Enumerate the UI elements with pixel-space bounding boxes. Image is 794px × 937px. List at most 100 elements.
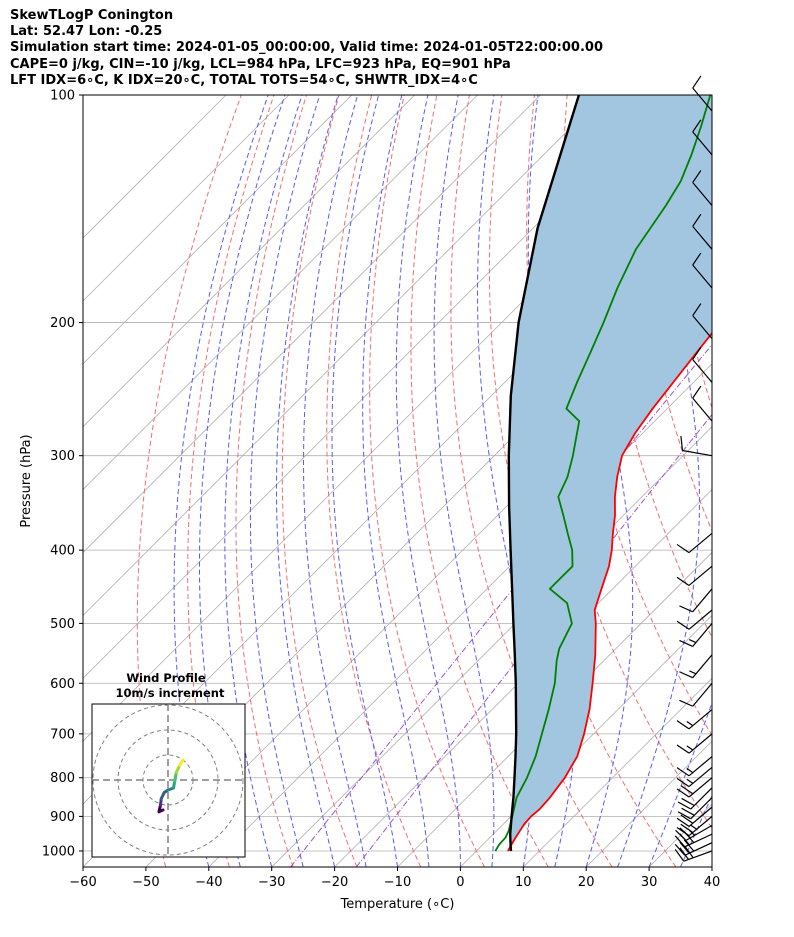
wind-barb-flag [676, 767, 690, 777]
isotherm-line [523, 677, 712, 867]
wind-profile-subtitle: 10m/s increment [116, 686, 225, 700]
wind-barb [680, 435, 713, 457]
wind-barb-flag [676, 788, 690, 798]
moist-adiabat [249, 95, 321, 867]
wind-barb [692, 347, 713, 383]
isotherm-line [83, 95, 415, 428]
isotherm-line [83, 95, 478, 491]
wind-barb [677, 787, 713, 810]
wind-barb [676, 806, 713, 827]
isotherm-line [83, 95, 227, 239]
title-line-station: SkewTLogP Conington [10, 8, 174, 23]
wind-barb-flag [675, 829, 687, 841]
wind-barb-shaft [692, 682, 713, 707]
wind-barb-shaft [692, 397, 713, 422]
wind-barb [676, 766, 713, 788]
dewpoint-line [494, 95, 712, 852]
dry-adiabat [730, 95, 794, 867]
wind-barb-flag [676, 744, 690, 754]
wind-profile-title: Wind Profile [126, 671, 206, 685]
y-tick-label: 800 [50, 771, 75, 786]
y-tick-label: 300 [50, 449, 75, 464]
dry-adiabat [281, 95, 358, 867]
wind-barb [676, 709, 713, 730]
isotherm-line [334, 489, 712, 867]
y-tick-label: 500 [50, 617, 75, 632]
wind-barb [679, 588, 713, 613]
wind-barb [676, 609, 713, 630]
isotherm-line [271, 426, 712, 867]
wind-barb-flag [679, 605, 693, 613]
wind-barb-flag [676, 620, 690, 630]
isotherm-line [83, 95, 604, 616]
x-tick-label: 40 [704, 875, 721, 890]
moist-adiabat [173, 95, 269, 867]
wind-barb-shaft [692, 315, 713, 339]
wind-barb [692, 213, 713, 250]
cin-shading [507, 95, 712, 851]
wind-barb-shaft [692, 182, 713, 206]
isotherm-line [83, 95, 667, 679]
wind-barb [692, 119, 713, 156]
moist-adiabat [648, 701, 712, 867]
moist-adiabat [303, 95, 367, 867]
wind-barb-halfflag [686, 778, 694, 784]
cin-shaded-area [507, 95, 712, 851]
isotherm-line [711, 866, 712, 867]
wind-barb-shaft [690, 797, 713, 820]
wind-barb-halfflag [686, 745, 694, 751]
wind-barb-flag [692, 170, 702, 183]
wind-barb-flag [680, 785, 694, 795]
moist-adiabat [711, 865, 712, 867]
title-line-indices: LFT IDX=6∘C, K IDX=20∘C, TOTAL TOTS=54∘C… [10, 72, 478, 88]
temperature-line [507, 331, 712, 852]
wind-barb-flag [676, 720, 690, 730]
mixing-ratio-line [290, 343, 712, 867]
dry-adiabat [235, 95, 307, 867]
chart-title: SkewTLogP Conington Lat: 52.47 Lon: -0.2… [10, 8, 603, 89]
wind-barb-flag [680, 823, 694, 833]
isotherm-line [83, 95, 353, 365]
y-tick-label: 200 [50, 316, 75, 331]
wind-barb-flag [679, 847, 689, 860]
y-tick-label: 400 [50, 544, 75, 559]
wind-barbs [674, 75, 713, 862]
x-tick-label: 20 [578, 875, 595, 890]
title-line-times: Simulation start time: 2024-01-05_00:00:… [10, 40, 603, 56]
moist-adiabat [617, 95, 701, 867]
wind-barb-halfflag [689, 670, 697, 675]
wind-barb-flag [674, 835, 686, 848]
wind-barb [676, 565, 713, 586]
x-tick-label: −30 [258, 875, 285, 890]
wind-barb-flag [677, 811, 692, 820]
isotherm-line [83, 95, 290, 302]
wind-barb-flag [677, 801, 692, 810]
wind-barb [692, 75, 713, 112]
wind-barb-flag [692, 252, 702, 266]
wind-barb-flag [681, 807, 695, 816]
wind-barb [676, 532, 713, 554]
wind-barb-shaft [692, 87, 713, 112]
dry-adiabat [369, 95, 485, 867]
wind-profile-inset: Wind Profile 10m/s increment [91, 671, 246, 858]
wind-barb-shaft [688, 565, 713, 586]
wind-barb-halfflag [686, 768, 694, 774]
x-tick-label: −60 [69, 875, 96, 890]
wind-barb-flag [674, 843, 686, 856]
wind-barb-shaft [692, 131, 713, 156]
moist-adiabat [477, 95, 533, 867]
wind-barb-flag [692, 385, 702, 399]
y-tick-label: 600 [50, 677, 75, 692]
wind-barb-flag [680, 435, 684, 451]
moist-adiabat [199, 95, 286, 867]
wind-barb-shaft [688, 609, 713, 630]
hodograph-segment [178, 758, 185, 767]
wind-barb [679, 682, 713, 707]
isotherm-line [460, 614, 712, 867]
title-line-location: Lat: 52.47 Lon: -0.25 [10, 24, 163, 40]
title-line-cape: CAPE=0 j/kg, CIN=-10 j/kg, LCL=984 hPa, … [10, 56, 511, 72]
wind-barb-flag [692, 213, 702, 227]
wind-barb [676, 815, 713, 837]
wind-barb [674, 845, 713, 862]
